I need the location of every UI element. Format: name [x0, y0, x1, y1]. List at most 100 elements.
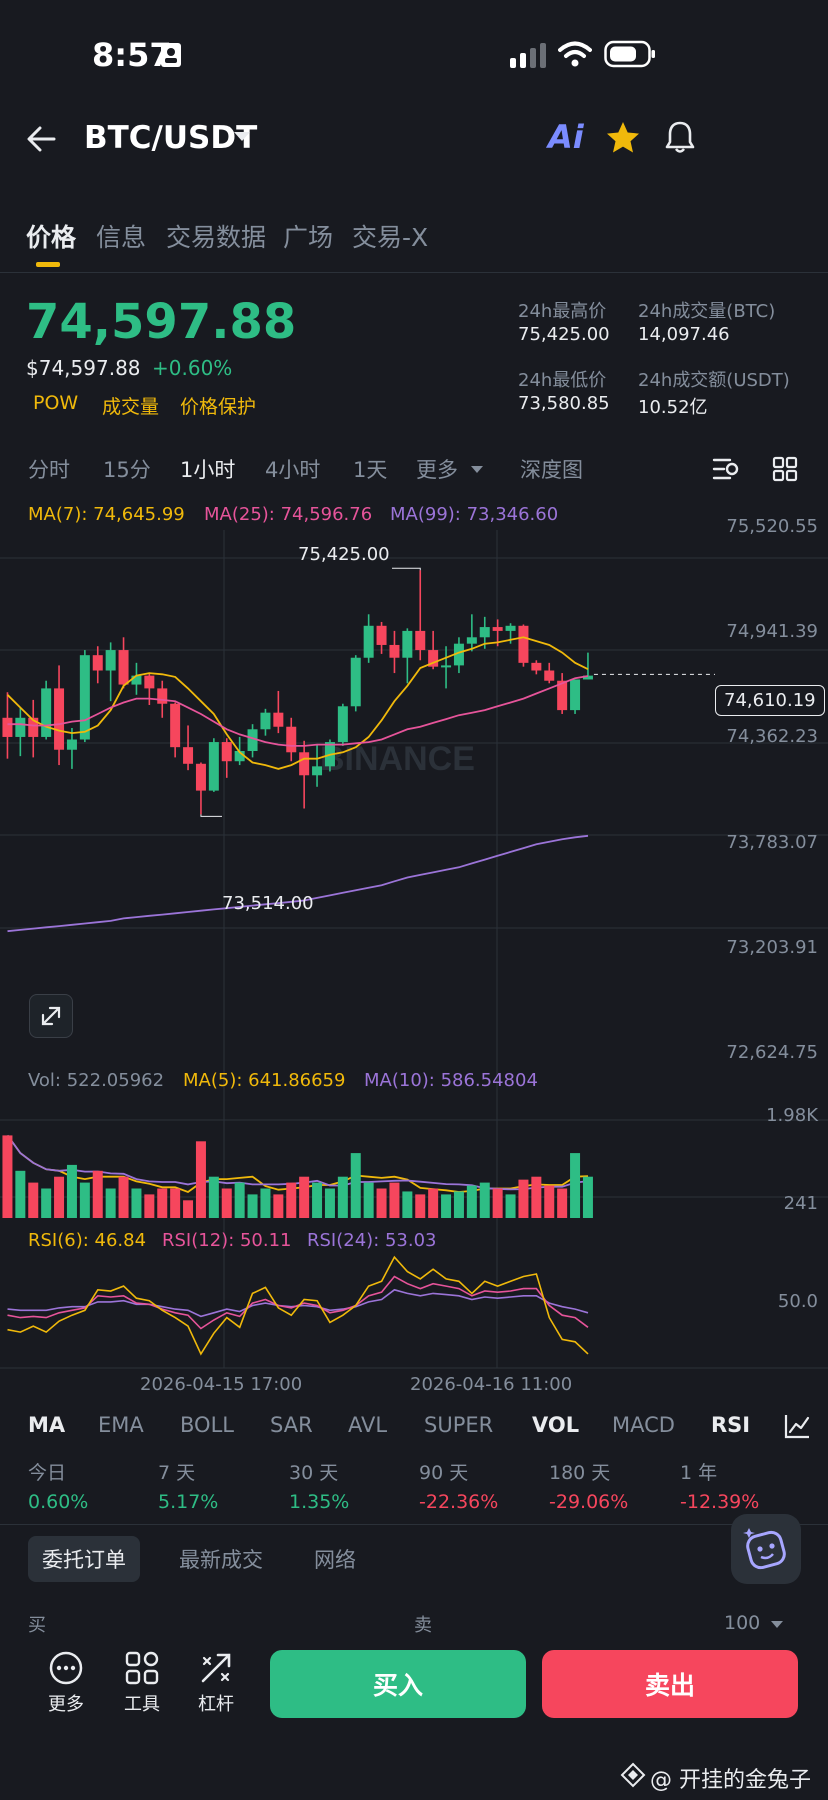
orderbook-depth-select[interactable]: 100: [724, 1612, 761, 1634]
axis-price-5: 73,203.91: [726, 937, 818, 958]
back-arrow-icon[interactable]: [26, 125, 56, 153]
tf-1d[interactable]: 1天: [353, 458, 388, 482]
vol-ma5-legend: MA(5): 641.86659: [183, 1070, 346, 1091]
volume-bar: [324, 1188, 335, 1218]
low-marker-line: [200, 814, 222, 817]
sell-button[interactable]: 卖出: [542, 1650, 798, 1718]
chevron-down-icon[interactable]: [233, 130, 251, 144]
volume-bar: [570, 1153, 581, 1218]
rsi12-line: [7, 1275, 589, 1330]
perf-label-90d: 90 天: [419, 1462, 469, 1484]
volume-bar: [118, 1176, 129, 1218]
buy-button[interactable]: 买入: [270, 1650, 526, 1718]
volume-bar: [2, 1135, 13, 1218]
indicator-sar[interactable]: SAR: [270, 1413, 313, 1437]
stat-vol-usdt-label: 24h成交额(USDT): [638, 370, 790, 391]
grid-layout-icon[interactable]: [772, 456, 798, 482]
volume-bar: [505, 1194, 516, 1218]
pair-title[interactable]: BTC/USDT: [84, 120, 258, 156]
expand-button[interactable]: [29, 994, 73, 1038]
candle: [66, 739, 77, 750]
perf-value-today: 0.60%: [28, 1491, 89, 1513]
toolbar-more[interactable]: 更多: [36, 1650, 96, 1716]
stat-vol-usdt-value: 10.52亿: [638, 397, 708, 418]
star-icon[interactable]: [606, 121, 640, 153]
candle: [131, 675, 142, 685]
stat-vol-btc-label: 24h成交量(BTC): [638, 301, 776, 322]
stat-vol-btc-value: 14,097.46: [638, 324, 730, 345]
indicator-super[interactable]: SUPER: [424, 1413, 494, 1437]
tf-time-sharing[interactable]: 分时: [28, 458, 70, 482]
indicator-ma[interactable]: MA: [28, 1413, 66, 1437]
toolbar-tools[interactable]: 工具: [112, 1650, 172, 1716]
ma25-legend: MA(25): 74,596.76: [204, 504, 373, 525]
volume-bar: [66, 1164, 77, 1218]
candle: [428, 650, 439, 667]
tf-more[interactable]: 更多: [416, 458, 458, 482]
tab-info[interactable]: 信息: [96, 223, 147, 252]
candle: [208, 742, 219, 791]
indicator-vol[interactable]: VOL: [532, 1413, 580, 1437]
candle: [337, 706, 348, 743]
indicator-boll[interactable]: BOLL: [180, 1413, 234, 1437]
robot-icon: [743, 1528, 786, 1570]
volume-bar: [286, 1182, 297, 1218]
tag-pow[interactable]: POW: [33, 392, 79, 414]
indicator-avl[interactable]: AVL: [348, 1413, 388, 1437]
tab-price[interactable]: 价格: [26, 223, 77, 252]
tab-trading-data[interactable]: 交易数据: [166, 223, 267, 252]
candle: [582, 675, 593, 680]
depth-chevron-icon[interactable]: [770, 1620, 784, 1630]
tab-trade-x[interactable]: 交易-X: [352, 223, 429, 252]
tab-latest-trades[interactable]: 最新成交: [179, 1548, 263, 1572]
tf-15m[interactable]: 15分: [103, 458, 151, 482]
tag-volume[interactable]: 成交量: [102, 396, 160, 418]
tf-1h[interactable]: 1小时: [180, 458, 236, 482]
leverage-icon: [201, 1653, 231, 1683]
tf-4h[interactable]: 4小时: [265, 458, 321, 482]
ai-assistant-button[interactable]: [731, 1514, 801, 1584]
candle: [15, 717, 26, 737]
tab-open-orders[interactable]: 委托订单: [28, 1536, 140, 1582]
axis-vol-bottom: 241: [783, 1193, 818, 1214]
status-time: 8:57: [92, 36, 172, 74]
volume-bar: [170, 1188, 181, 1218]
last-price: 74,597.88: [26, 294, 297, 350]
more-icon: [49, 1651, 83, 1685]
vol-legend: Vol: 522.05962: [28, 1070, 165, 1091]
bell-icon[interactable]: [665, 120, 695, 154]
ai-button[interactable]: Ai: [548, 118, 584, 156]
rsi6-line: [7, 1255, 589, 1356]
tag-price-protection[interactable]: 价格保护: [180, 396, 257, 418]
volume-bar: [415, 1194, 426, 1218]
rsi6-legend: RSI(6): 46.84: [28, 1230, 147, 1251]
toolbar-leverage[interactable]: 杠杆: [186, 1650, 246, 1716]
axis-price-2: 74,941.39: [726, 621, 818, 642]
indicator-ema[interactable]: EMA: [98, 1413, 144, 1437]
candle: [570, 679, 581, 711]
volume-bar: [531, 1176, 542, 1218]
tab-square[interactable]: 广场: [283, 223, 334, 252]
indicator-rsi[interactable]: RSI: [711, 1413, 751, 1437]
price-chart[interactable]: BINANCE: [0, 500, 828, 1380]
axis-price-1: 75,520.55: [726, 516, 818, 537]
low-marker: 73,514.00: [222, 893, 314, 914]
more-chevron-icon[interactable]: [470, 465, 484, 475]
chart-settings-icon[interactable]: [712, 456, 740, 482]
indicator-settings-icon[interactable]: [783, 1412, 811, 1440]
volume-bar: [273, 1194, 284, 1218]
perf-value-90d: -22.36%: [419, 1491, 499, 1513]
volume-bar: [466, 1185, 477, 1218]
indicator-macd[interactable]: MACD: [612, 1413, 675, 1437]
candle: [41, 688, 52, 737]
candle: [505, 625, 516, 631]
tf-depth-chart[interactable]: 深度图: [520, 458, 583, 482]
candle: [273, 712, 284, 727]
tab-price-indicator: [36, 262, 60, 267]
volume-bar: [402, 1191, 413, 1218]
perf-label-30d: 30 天: [289, 1462, 339, 1484]
tab-network[interactable]: 网络: [314, 1548, 356, 1572]
candle: [92, 655, 103, 671]
candle: [415, 630, 426, 651]
orderbook-sell-label: 卖: [414, 1615, 432, 1636]
